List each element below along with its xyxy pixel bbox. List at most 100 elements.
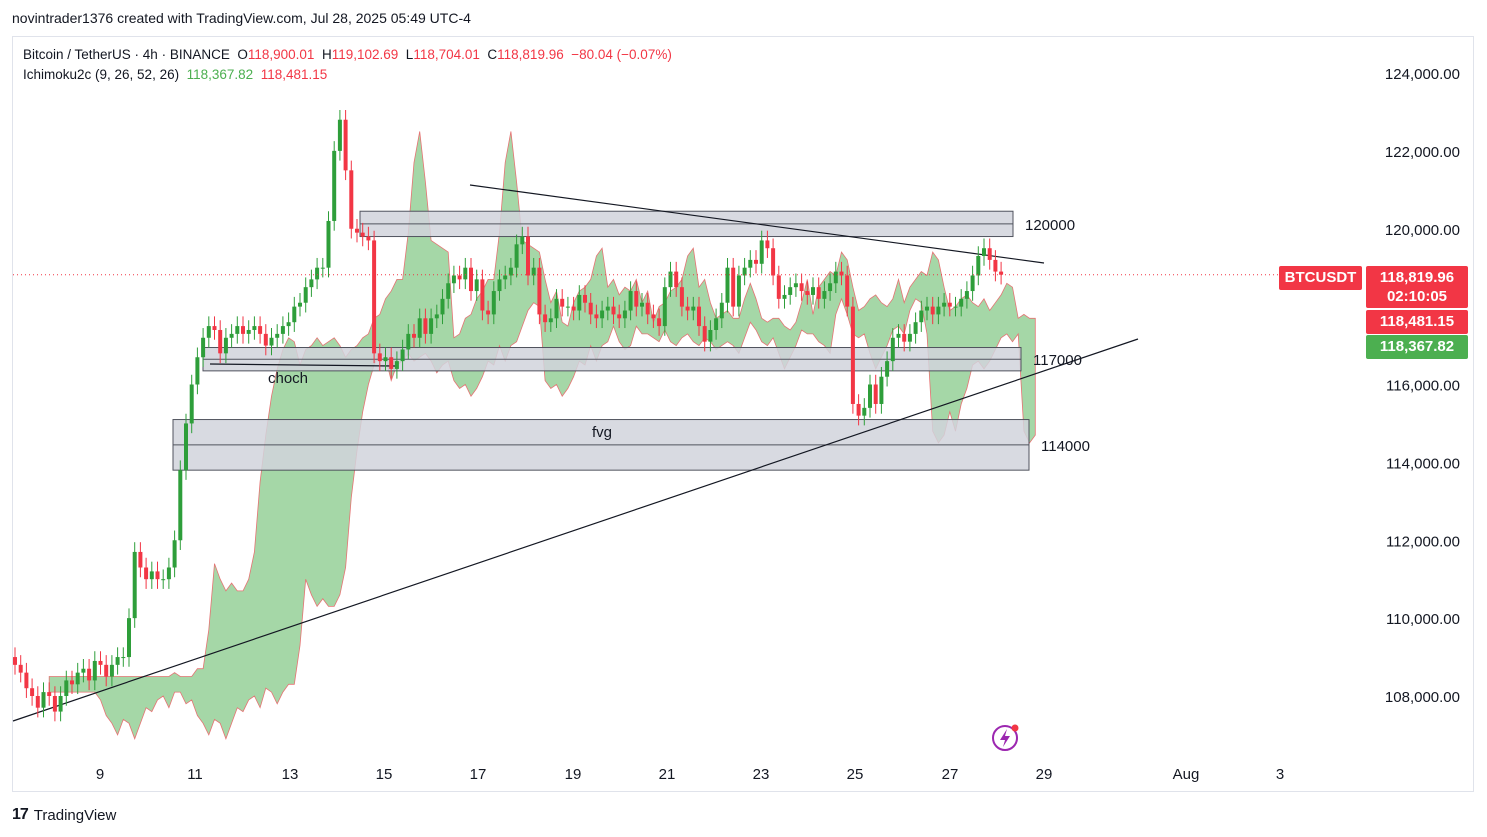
candle-body [731,267,736,307]
candle-body [554,298,559,319]
y-axis-tick-label: 122,000.00 [1385,144,1460,161]
lightning-icon [992,724,1019,751]
choch-line [209,363,396,367]
candle-body [412,333,416,338]
candle-body [315,267,320,280]
span-b-price-tag: 118,481.15 [1366,310,1468,334]
candle-body [429,318,434,334]
candle-body [326,220,331,268]
candle-body [628,291,633,311]
candle-body [155,571,160,580]
countdown-tag: 02:10:05 [1366,286,1468,308]
legend-indicator-value-1: 118,367.82 [186,67,254,82]
candle-body [634,291,639,307]
legend-close: 118,819.96 [497,47,564,62]
candle-body [41,692,46,708]
y-axis-tick-label: 120,000.00 [1385,222,1460,239]
candle-body [947,302,952,307]
x-axis-tick-label: 13 [282,766,299,783]
candle-body [400,349,405,362]
candle-body [303,287,308,303]
x-axis-tick-label: 19 [565,766,582,783]
candle-body [788,287,793,295]
candle-body [337,119,342,151]
tradingview-logo-icon: 17 [12,806,29,823]
symbol-price-tag: BTCUSDT [1279,266,1362,290]
legend-indicator[interactable]: Ichimoku2c (9, 26, 52, 26) [23,67,180,82]
candle-body [349,170,354,229]
candle-body [469,267,473,292]
candle-body [742,267,747,276]
candle-body [885,361,890,377]
candle-body [218,329,223,354]
chart-frame[interactable] [12,36,1474,792]
candle-body [668,271,673,288]
candle-body [714,318,719,330]
candle-body [446,283,451,299]
candle-body [697,306,701,327]
candle-body [138,551,143,568]
candle-body [685,306,690,311]
descending-trendline [469,184,1045,264]
candle-body [109,664,114,677]
candle-body [383,357,388,362]
x-axis-tick-label: 27 [942,766,959,783]
legend-low: 118,704.01 [413,47,480,62]
candle-body [269,337,274,346]
candle-body [275,333,280,338]
y-axis-tick-label: 124,000.00 [1385,66,1460,83]
candle-body [862,407,867,416]
legend-open-label: O [237,47,248,62]
ascending-trendline [12,338,1139,722]
candle-body [799,283,804,292]
legend-indicator-value-2: 118,481.15 [260,67,328,82]
candle-body [913,322,918,334]
candle-body [195,357,200,385]
candle-body [782,294,787,299]
candle-body [286,322,291,327]
choch-label: choch [268,370,308,387]
candle-body [571,306,576,311]
candle-body [121,657,126,659]
candle-body [565,306,570,308]
candle-body [166,567,171,580]
y-axis-tick-label: 114,000.00 [1386,455,1460,472]
candle-body [241,326,245,334]
candle-body [543,314,548,323]
candle-body [406,333,411,350]
legend-symbol[interactable]: Bitcoin / TetherUS · 4h · BINANCE [23,47,230,62]
candle-body [987,248,992,260]
candle-body [708,329,713,342]
candle-body [970,275,975,292]
candle-body [223,337,228,354]
zone-label: 114000 [1041,438,1090,455]
candle-body [896,333,901,338]
x-axis-tick-label: 15 [376,766,393,783]
candle-body [657,318,662,327]
x-axis-tick-label: 25 [847,766,864,783]
candle-body [520,236,525,245]
candle-body [309,279,314,288]
candle-body [115,657,120,665]
zone-label: 117000 [1033,352,1082,369]
candle-body [394,361,399,369]
candle-body [417,318,422,338]
candle-body [850,306,855,404]
candle-body [748,259,753,268]
candle-body [828,283,833,292]
candle-body [805,291,810,295]
candle-body [423,318,428,334]
candle-body [514,244,519,268]
candle-body [201,337,206,358]
x-axis-tick-label: Aug [1173,766,1200,783]
candle-body [719,302,724,319]
candle-body [463,267,468,280]
candle-body [845,275,850,307]
candle-body [212,326,217,330]
candle-body [993,259,998,272]
candle-body [75,672,80,685]
candle-body [822,291,827,299]
candle-body [377,353,382,362]
legend-open: 118,900.01 [247,47,315,62]
